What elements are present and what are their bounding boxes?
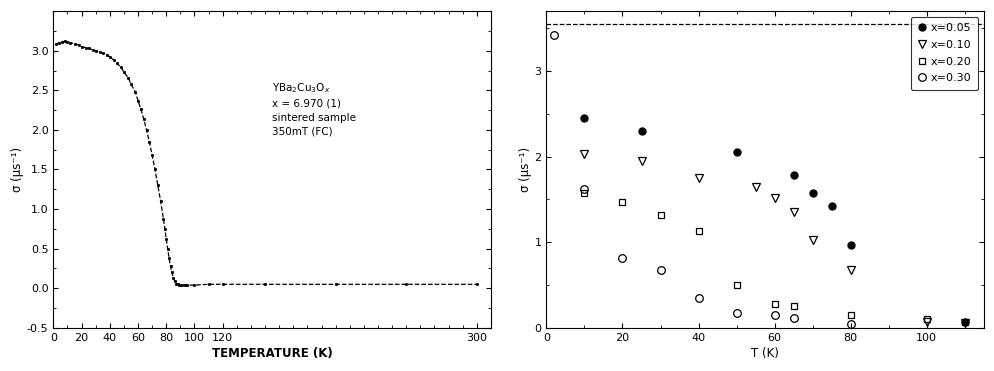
x=0.05 (806, 190, 818, 195)
x=0.30 (616, 256, 628, 260)
x=0.10 (635, 159, 647, 163)
x=0.10 (844, 267, 856, 272)
x=0.20 (958, 320, 970, 324)
x=0.10 (787, 210, 799, 214)
x=0.10 (919, 320, 931, 324)
x=0.20 (768, 302, 780, 306)
x=0.10 (958, 321, 970, 325)
Line: x=0.20: x=0.20 (580, 189, 967, 325)
Legend: x=0.05, x=0.10, x=0.20, x=0.30: x=0.05, x=0.10, x=0.20, x=0.30 (910, 17, 977, 90)
x=0.20 (616, 200, 628, 204)
x=0.20 (578, 190, 589, 195)
x=0.30 (692, 296, 704, 300)
x=0.30 (787, 315, 799, 320)
X-axis label: T (K): T (K) (750, 347, 778, 360)
x=0.05 (730, 150, 742, 155)
x=0.05 (844, 243, 856, 247)
X-axis label: TEMPERATURE (K): TEMPERATURE (K) (212, 347, 332, 360)
x=0.10 (748, 184, 760, 189)
x=0.05 (958, 320, 970, 324)
x=0.30 (844, 321, 856, 326)
x=0.20 (844, 313, 856, 317)
x=0.20 (692, 229, 704, 233)
x=0.10 (806, 237, 818, 242)
Y-axis label: σ (μs⁻¹): σ (μs⁻¹) (11, 147, 24, 192)
x=0.30 (768, 313, 780, 317)
x=0.10 (692, 176, 704, 180)
Line: x=0.10: x=0.10 (580, 150, 968, 326)
x=0.05 (635, 129, 647, 133)
Line: x=0.05: x=0.05 (580, 115, 967, 325)
x=0.05 (787, 173, 799, 178)
x=0.10 (578, 152, 589, 156)
x=0.30 (730, 311, 742, 315)
Line: x=0.30: x=0.30 (550, 31, 854, 327)
x=0.05 (578, 116, 589, 120)
x=0.20 (787, 304, 799, 309)
x=0.20 (730, 283, 742, 287)
x=0.20 (919, 317, 931, 322)
x=0.20 (654, 213, 666, 217)
x=0.30 (548, 33, 560, 37)
x=0.05 (825, 204, 837, 209)
x=0.30 (578, 187, 589, 191)
x=0.30 (654, 267, 666, 272)
x=0.10 (768, 196, 780, 200)
Text: YBa$_2$Cu$_3$O$_x$
x = 6.970 (1)
sintered sample
350mT (FC): YBa$_2$Cu$_3$O$_x$ x = 6.970 (1) sintere… (271, 81, 356, 137)
Y-axis label: σ (μs⁻¹): σ (μs⁻¹) (518, 147, 531, 192)
